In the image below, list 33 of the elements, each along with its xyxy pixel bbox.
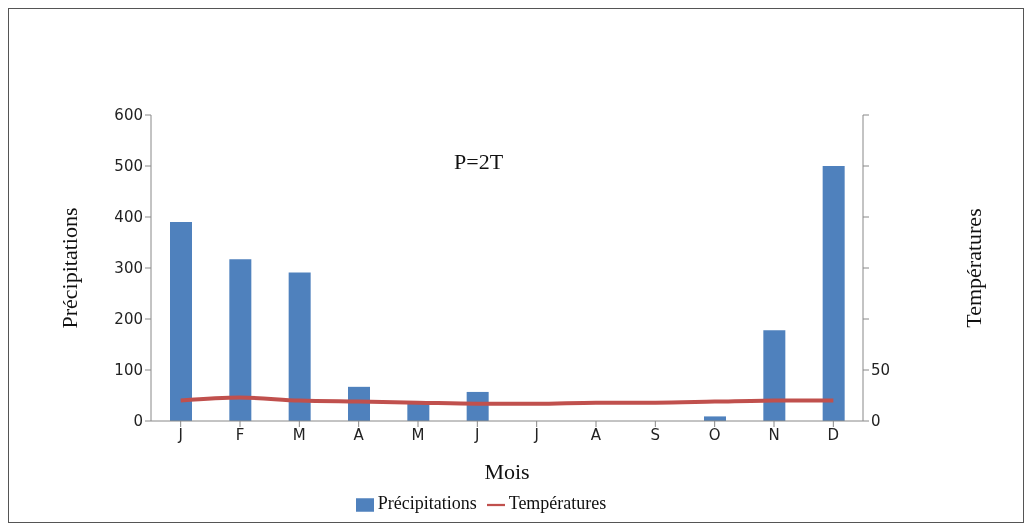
- y-tick-label: 500: [114, 157, 143, 176]
- bar: [763, 330, 786, 421]
- legend-label: Précipitations: [377, 493, 477, 513]
- x-tick-label: J: [533, 425, 539, 444]
- legend-label: Températures: [508, 493, 607, 513]
- bar: [288, 272, 311, 421]
- bar: [170, 222, 192, 421]
- x-tick-label: D: [827, 425, 840, 444]
- x-tick-label: F: [235, 425, 245, 444]
- y2-tick-label: 0: [871, 412, 881, 431]
- x-tick-label: S: [650, 425, 661, 444]
- x-tick-label: M: [292, 425, 306, 444]
- x-tick-label: A: [353, 425, 365, 444]
- x-tick-label: O: [708, 425, 721, 444]
- y-tick-label: 400: [114, 208, 143, 227]
- x-tick-label: J: [177, 425, 183, 444]
- y-tick-label: 600: [114, 106, 143, 125]
- x-tick-label: A: [590, 425, 602, 444]
- y-tick-label: 0: [133, 412, 143, 431]
- x-tick-label: N: [768, 425, 780, 444]
- y2-axis-title: Températures: [960, 208, 986, 328]
- y-tick-label: 100: [114, 361, 143, 380]
- y-tick-label: 300: [114, 259, 143, 278]
- x-axis-title: Mois: [484, 459, 530, 484]
- x-tick-label: M: [411, 425, 425, 444]
- bar: [229, 259, 252, 421]
- y2-tick-label: 50: [871, 361, 891, 380]
- y-axis-title: Précipitations: [56, 207, 82, 329]
- bar: [822, 166, 845, 421]
- x-tick-label: J: [474, 425, 480, 444]
- y-tick-label: 200: [114, 310, 143, 329]
- line-series: [178, 395, 836, 406]
- annotation: P=2T: [454, 149, 504, 175]
